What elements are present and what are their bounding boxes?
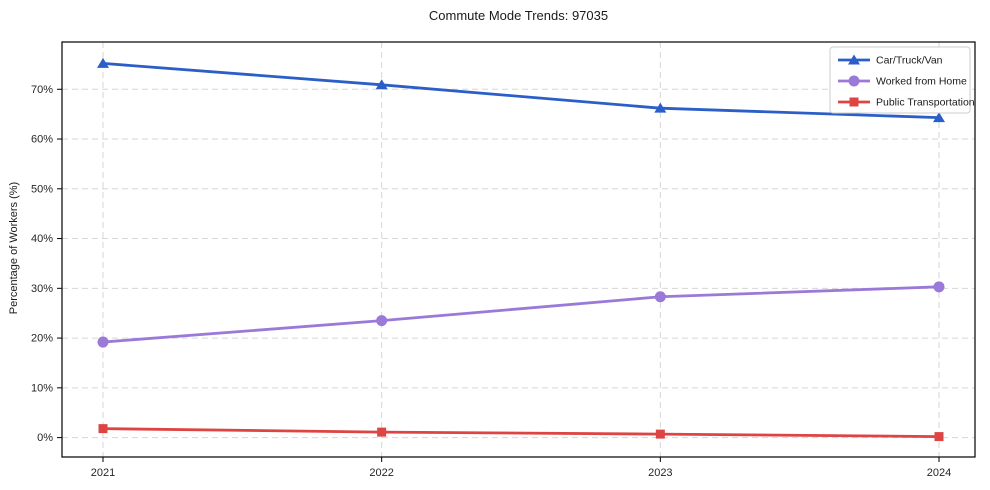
x-axis: 2021 2022 2023 2024 bbox=[91, 457, 951, 479]
y-tick-label: 70% bbox=[31, 84, 53, 96]
legend-item-car-truck-van: Car/Truck/Van bbox=[838, 54, 943, 67]
x-tick-label: 2024 bbox=[927, 467, 951, 479]
legend-label: Worked from Home bbox=[876, 76, 967, 88]
x-tick-label: 2021 bbox=[91, 467, 115, 479]
series-public-transportation bbox=[98, 424, 944, 442]
chart-title: Commute Mode Trends: 97035 bbox=[428, 8, 609, 23]
series-car-truck-van bbox=[97, 57, 945, 123]
y-tick-label: 50% bbox=[31, 183, 53, 195]
plot-frame bbox=[61, 41, 976, 458]
series-worked-from-home bbox=[97, 281, 945, 348]
y-axis-label: Percentage of Workers (%) bbox=[8, 181, 20, 315]
y-axis: 0% 10% 20% 30% 40% 50% 60% 70% bbox=[31, 84, 62, 444]
y-tick-label: 0% bbox=[37, 432, 53, 444]
x-tick-label: 2023 bbox=[648, 467, 672, 479]
y-tick-label: 40% bbox=[31, 233, 53, 245]
legend-item-worked-from-home: Worked from Home bbox=[838, 75, 967, 88]
x-tick-label: 2022 bbox=[369, 467, 393, 479]
legend-item-public-transportation: Public Transportation bbox=[838, 97, 975, 109]
gridlines bbox=[62, 42, 975, 457]
y-tick-label: 10% bbox=[31, 382, 53, 394]
y-tick-label: 30% bbox=[31, 283, 53, 295]
y-tick-label: 20% bbox=[31, 333, 53, 345]
legend-label: Public Transportation bbox=[876, 97, 975, 109]
y-tick-label: 60% bbox=[31, 134, 53, 146]
legend: Car/Truck/Van Worked from Home Public Tran… bbox=[829, 46, 975, 114]
legend-label: Car/Truck/Van bbox=[876, 55, 943, 67]
